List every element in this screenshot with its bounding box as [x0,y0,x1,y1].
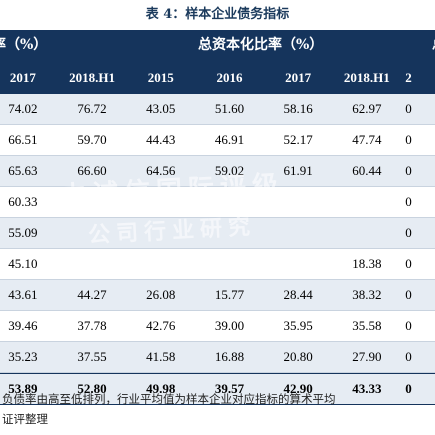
header-group-left: 率（%） [0,37,48,53]
table-cell [126,187,195,217]
table-cell: 76.72 [77,101,107,116]
column-header: 2016 [216,70,243,85]
source-line: 证评整理 [2,412,48,426]
table-cell: 66.60 [77,163,107,178]
column-header: 2018.H1 [343,70,390,85]
table-cell: 41.58 [146,349,176,364]
table-cell: 43.05 [146,101,176,116]
average-cell: 52.80 [77,381,107,396]
column-header: 2018.H1 [69,70,115,85]
average-cell: 49.98 [146,381,176,396]
table-cell: 35.58 [352,318,382,333]
column-header: 2017 [285,70,312,85]
table-cell: 44.43 [146,132,176,147]
table-cell [195,218,264,248]
table-row: 39.46 37.78 42.76 39.00 35.95 35.58 0 [0,311,435,342]
average-cell: 0 [405,381,412,396]
table-cell: 16.88 [214,349,245,364]
table-cell: 26.08 [146,287,176,302]
table-cell: 0 [405,101,412,116]
table-cell: 39.00 [214,318,245,333]
table-row: 55.09 0 [0,218,435,249]
table-cell: 60.33 [8,194,38,209]
average-cell: 53.89 [8,381,38,396]
table-cell: 0 [405,194,412,209]
table-row: 35.23 37.55 41.58 16.88 20.80 27.90 0 [0,342,435,373]
table-cell: 18.38 [352,256,382,271]
table-cell: 42.76 [146,318,176,333]
table-cell: 46.91 [214,132,245,147]
table-cell: 39.46 [8,318,38,333]
note-line: 负债率由高至低排列，行业平均值为样本企业对应指标的算术平均 [2,392,336,406]
table-cell [333,187,402,217]
table-cell: 0 [405,225,412,240]
table-cell [126,218,195,248]
header-year-row: 2017 2018.H1 2015 2016 2017 2018.H1 2 [0,61,435,94]
table-cell: 37.78 [77,318,107,333]
table-cell: 28.44 [283,287,313,302]
table-cell: 55.09 [8,225,38,240]
table-cell [58,187,127,217]
column-header: 2017 [9,70,36,85]
table-cell: 59.70 [77,132,107,147]
average-row: 53.89 52.80 49.98 39.57 42.90 43.33 0 [0,373,435,405]
table-cell: 38.32 [352,287,382,302]
table-cell: 58.16 [283,101,313,116]
table-cell: 59.02 [214,163,245,178]
header-group-capitalization: 总资本化比率（%） [198,37,324,53]
table-cell: 62.97 [352,101,382,116]
header-group-row: 率（%） 总资本化比率（%） 总 [0,30,435,61]
table-cell: 45.10 [8,256,38,271]
table-cell: 37.55 [77,349,107,364]
table-cell: 20.80 [283,349,313,364]
table-cell: 0 [405,163,412,178]
table-cell: 0 [405,256,412,271]
table-row: 66.51 59.70 44.43 46.91 52.17 47.74 0 [0,125,435,156]
average-cell: 43.33 [352,381,382,396]
table-title: 表 4：样本企业债务指标 [145,7,290,22]
table-cell: 74.02 [8,101,38,116]
average-cell: 42.90 [283,381,313,396]
table-row: 74.02 76.72 43.05 51.60 58.16 62.97 0 [0,94,435,125]
table-cell: 35.23 [8,349,38,364]
table-cell: 35.95 [283,318,313,333]
table-cell [264,218,333,248]
table-cell [264,187,333,217]
table-row: 65.63 66.60 64.56 59.02 61.91 60.44 0 [0,156,435,187]
table-cell [126,249,195,279]
table-cell: 51.60 [214,101,245,116]
column-header: 2 [405,70,412,85]
table-row: 43.61 44.27 26.08 15.77 28.44 38.32 0 [0,280,435,311]
table-cell: 47.74 [352,132,382,147]
table-row: 45.10 18.38 0 [0,249,435,280]
average-cell: 39.57 [214,381,245,396]
table-cell: 15.77 [214,287,245,302]
table-cell: 52.17 [283,132,313,147]
debt-table: 率（%） 总资本化比率（%） 总 2017 2018.H1 2015 2016 … [0,30,435,405]
table-cell: 27.90 [352,349,382,364]
table-cell [58,218,127,248]
table-cell: 66.51 [8,132,38,147]
table-notes: 负债率由高至低排列，行业平均值为样本企业对应指标的算术平均 证评整理 [0,389,435,429]
table-cell: 64.56 [146,163,176,178]
table-cell [333,218,402,248]
table-cell: 61.91 [283,163,313,178]
table-cell: 0 [405,287,412,302]
table-row: 60.33 0 [0,187,435,218]
table-body: 74.02 76.72 43.05 51.60 58.16 62.97 0 66.51 59.7… [0,94,435,373]
table-cell [264,249,333,279]
table-cell [195,187,264,217]
table-cell [58,249,127,279]
table-cell [195,249,264,279]
table-cell: 65.63 [8,163,38,178]
table-cell: 0 [405,318,412,333]
table-cell: 60.44 [352,163,382,178]
table-cell: 0 [405,132,412,147]
table-cell: 0 [405,349,412,364]
column-header: 2015 [147,70,174,85]
table-cell: 44.27 [77,287,107,302]
table-cell: 43.61 [8,287,38,302]
header-group-right: 总 [432,30,435,61]
